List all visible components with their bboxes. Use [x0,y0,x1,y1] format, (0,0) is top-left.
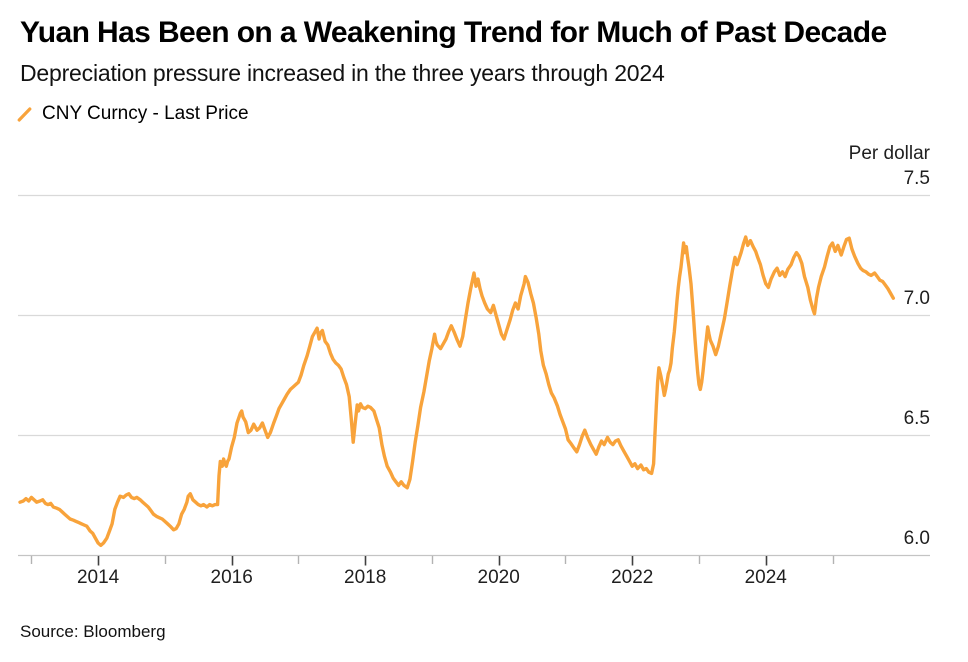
source-note: Source: Bloomberg [20,622,166,641]
y-tick-label-6.5: 6.5 [903,408,930,429]
x-tick-label-2020: 2020 [477,567,520,588]
y-axis-unit-label: Per dollar [848,143,930,164]
legend: CNY Curncy - Last Price [16,103,249,125]
y-tick-label-7.0: 7.0 [903,288,930,309]
legend-series-label: CNY Curncy - Last Price [42,103,249,124]
chart-subtitle: Depreciation pressure increased in the t… [20,60,665,86]
x-tick-label-2024: 2024 [744,567,787,588]
x-tick-label-2016: 2016 [210,567,253,588]
x-tick-label-2014: 2014 [76,567,120,588]
y-tick-label-6.0: 6.0 [903,528,930,549]
series-slash-icon [17,106,32,122]
cny-price-line [18,235,895,548]
x-tick-label-2022: 2022 [611,567,654,588]
y-tick-label-7.5: 7.5 [903,168,930,189]
chart-title: Yuan Has Been on a Weakening Trend for M… [20,16,887,49]
x-tick-label-2018: 2018 [344,567,387,588]
